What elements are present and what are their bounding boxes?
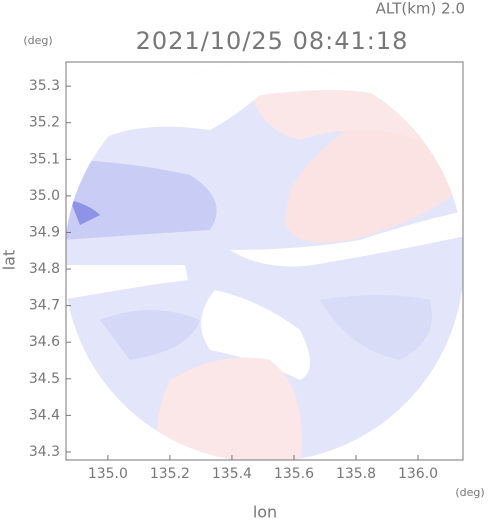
y-tick-label: 34.9 — [29, 224, 60, 240]
chart-title: 2021/10/25 08:41:18 — [136, 27, 409, 55]
y-tick-label: 34.7 — [29, 298, 60, 314]
y-tick-label: 35.3 — [29, 78, 60, 94]
x-tick-label: 135.2 — [150, 466, 190, 482]
y-tick-label: 34.8 — [29, 261, 60, 277]
y-tick-label: 34.6 — [29, 334, 60, 350]
y-tick-label: 35.2 — [29, 115, 60, 131]
x-tick-label: 135.0 — [88, 466, 128, 482]
subtitle: ALT(km) 2.0 — [376, 0, 465, 18]
x-tick-label: 135.6 — [274, 466, 314, 482]
y-tick-label: 34.5 — [29, 371, 60, 387]
y-tick-label: 35.0 — [29, 188, 60, 204]
x-tick-label: 135.4 — [212, 466, 252, 482]
y-axis-label: lat — [0, 250, 19, 271]
x-tick-label: 135.8 — [336, 466, 376, 482]
y-tick-label: 34.4 — [29, 407, 60, 423]
y-tick-label: 35.1 — [29, 151, 60, 167]
radar-field — [66, 62, 463, 460]
x-axis-label: lon — [253, 503, 277, 521]
y-unit: (deg) — [23, 34, 52, 47]
x-unit: (deg) — [455, 486, 484, 499]
y-tick-label: 34.3 — [29, 444, 60, 460]
plot-frame — [65, 61, 464, 461]
x-tick-label: 136.0 — [398, 466, 438, 482]
